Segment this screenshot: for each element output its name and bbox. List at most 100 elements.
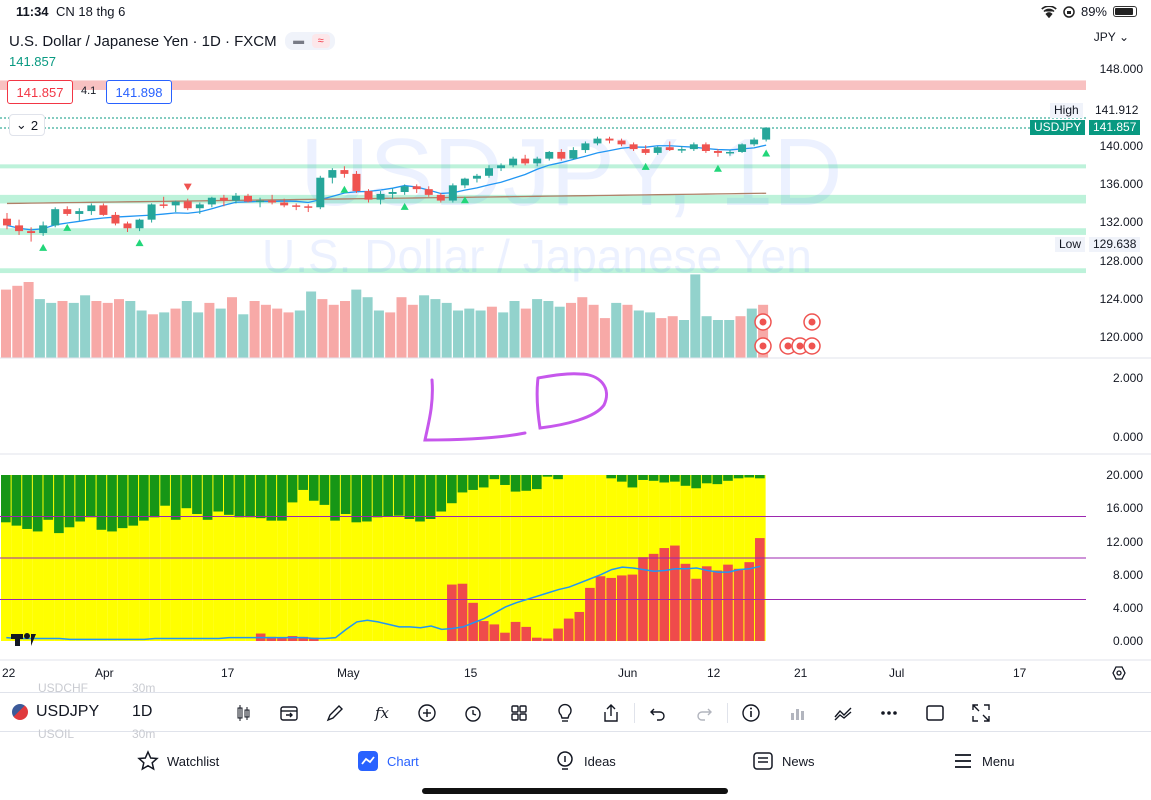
fullscreen-icon	[972, 704, 990, 722]
chart-settings-icon[interactable]	[1112, 666, 1126, 680]
volume-bar	[227, 297, 237, 358]
volume-bar	[475, 310, 486, 358]
oscillator-red-bar	[563, 618, 574, 641]
add-plus-button[interactable]	[404, 699, 450, 727]
pane2-axis-tick: 2.000	[1112, 371, 1143, 385]
candle-body	[762, 127, 771, 140]
oscillator-green-bar	[425, 475, 436, 519]
oscillator-green-bar	[202, 475, 213, 520]
oscillator-green-bar	[755, 475, 765, 479]
nav-menu[interactable]: Menu	[952, 750, 1015, 772]
volume-bar	[441, 302, 452, 358]
oscillator-green-bar	[32, 475, 43, 532]
volume-bar	[758, 304, 769, 358]
candle-body	[376, 193, 385, 200]
oscillator-red-bar	[733, 568, 744, 641]
volume-bar	[396, 297, 407, 358]
candle-body	[400, 186, 409, 193]
toolbar-icons: fx	[220, 699, 1004, 727]
oscillator-red-bar	[659, 548, 670, 641]
rectangle-button[interactable]	[912, 699, 958, 727]
oscillator-red-bar	[298, 636, 308, 641]
candle-body	[629, 144, 638, 150]
replay-button[interactable]	[266, 699, 312, 727]
indicators-toggle-button[interactable]: ⌄ 2	[9, 114, 45, 136]
layout-grid-button[interactable]	[496, 699, 542, 727]
oscillator-green-bar	[606, 475, 616, 479]
more-button[interactable]	[866, 699, 912, 727]
candle-body	[244, 195, 252, 202]
candle-body	[557, 151, 566, 159]
symbol-title[interactable]: U.S. Dollar / Japanese Yen · 1D · FXCM	[9, 32, 277, 50]
candle-body	[292, 205, 301, 207]
buy-button[interactable]: 141.898	[106, 80, 172, 104]
symbol-search-button[interactable]: USDJPY	[12, 703, 99, 721]
oscillator-green-bar	[22, 475, 32, 529]
share-button[interactable]	[588, 699, 634, 727]
candle-body	[677, 149, 686, 151]
low-value: 129.638	[1089, 237, 1141, 252]
ideas-bulb-button[interactable]	[542, 699, 588, 727]
oscillator-green-bar	[128, 475, 139, 526]
undo-button[interactable]	[635, 699, 681, 727]
nav-watchlist[interactable]: Watchlist	[137, 750, 219, 772]
candle-body	[424, 189, 433, 195]
price-zone	[0, 164, 1086, 169]
price-axis-tick: 128.000	[1099, 254, 1143, 268]
oscillator-red-bar	[755, 538, 765, 641]
volume-bar	[679, 320, 689, 358]
event-dot	[808, 318, 816, 326]
pane3-axis-tick: 16.000	[1106, 501, 1143, 515]
oscillator-green-bar	[404, 475, 415, 519]
bars-chart-button[interactable]	[774, 699, 820, 727]
market-status-icon: ▬	[293, 35, 305, 47]
oscillator-green-bar	[54, 475, 64, 534]
sell-button[interactable]: 141.857	[7, 80, 73, 104]
volume-bar	[645, 312, 656, 358]
info-button[interactable]	[728, 699, 774, 727]
header-status-pill[interactable]: ▬ ≈	[284, 32, 335, 50]
oscillator-green-bar	[670, 475, 680, 482]
compare-button[interactable]	[820, 699, 866, 727]
indicators-fx-button[interactable]: fx	[358, 699, 404, 727]
candles-button[interactable]	[220, 699, 266, 727]
volume-bar	[520, 308, 531, 358]
redo-button[interactable]	[681, 699, 727, 727]
drawing-pen-button[interactable]	[312, 699, 358, 727]
oscillator-green-bar	[521, 475, 531, 491]
candle-body	[364, 191, 373, 200]
freehand-drawing[interactable]	[423, 372, 608, 442]
buy-signal-marker	[63, 223, 72, 231]
interval-button[interactable]: 1D	[132, 703, 153, 720]
candle-body	[509, 158, 518, 166]
volume-bar	[125, 301, 136, 358]
nav-ideas[interactable]: Ideas	[554, 750, 616, 772]
candle-body	[39, 225, 48, 234]
nav-news[interactable]: News	[752, 750, 815, 772]
oscillator-green-bar	[234, 475, 245, 518]
oscillator-green-bar	[532, 475, 542, 490]
chart-canvas[interactable]: USDJPY, 1D U.S. Dollar / Japanese Yen	[0, 0, 1151, 692]
alert-clock-button[interactable]	[450, 699, 496, 727]
ghost-symbol-top: USDCHF	[38, 681, 88, 695]
candle-body	[713, 151, 722, 153]
nav-label: Watchlist	[167, 753, 220, 769]
candle-body	[726, 151, 734, 154]
oscillator-red-bar	[670, 545, 680, 641]
candle-body	[653, 147, 662, 153]
volume-bar	[599, 318, 610, 358]
volume-bar	[1, 289, 11, 358]
chart-header[interactable]: U.S. Dollar / Japanese Yen · 1D · FXCM ▬…	[9, 32, 335, 50]
oscillator-green-bar	[319, 475, 330, 505]
currency-select[interactable]: JPY ⌄	[1094, 30, 1129, 44]
currency-label: JPY	[1093, 30, 1116, 44]
oscillator-green-bar	[744, 475, 755, 478]
star-icon	[137, 750, 159, 771]
time-axis-tick: 17	[221, 666, 235, 680]
oscillator-green-bar	[680, 475, 691, 486]
nav-chart[interactable]: Chart	[357, 750, 419, 772]
battery-percent: 89%	[1080, 4, 1107, 19]
candle-body	[593, 138, 602, 144]
pane3-axis-tick: 0.000	[1112, 634, 1143, 648]
fullscreen-button[interactable]	[958, 699, 1004, 727]
